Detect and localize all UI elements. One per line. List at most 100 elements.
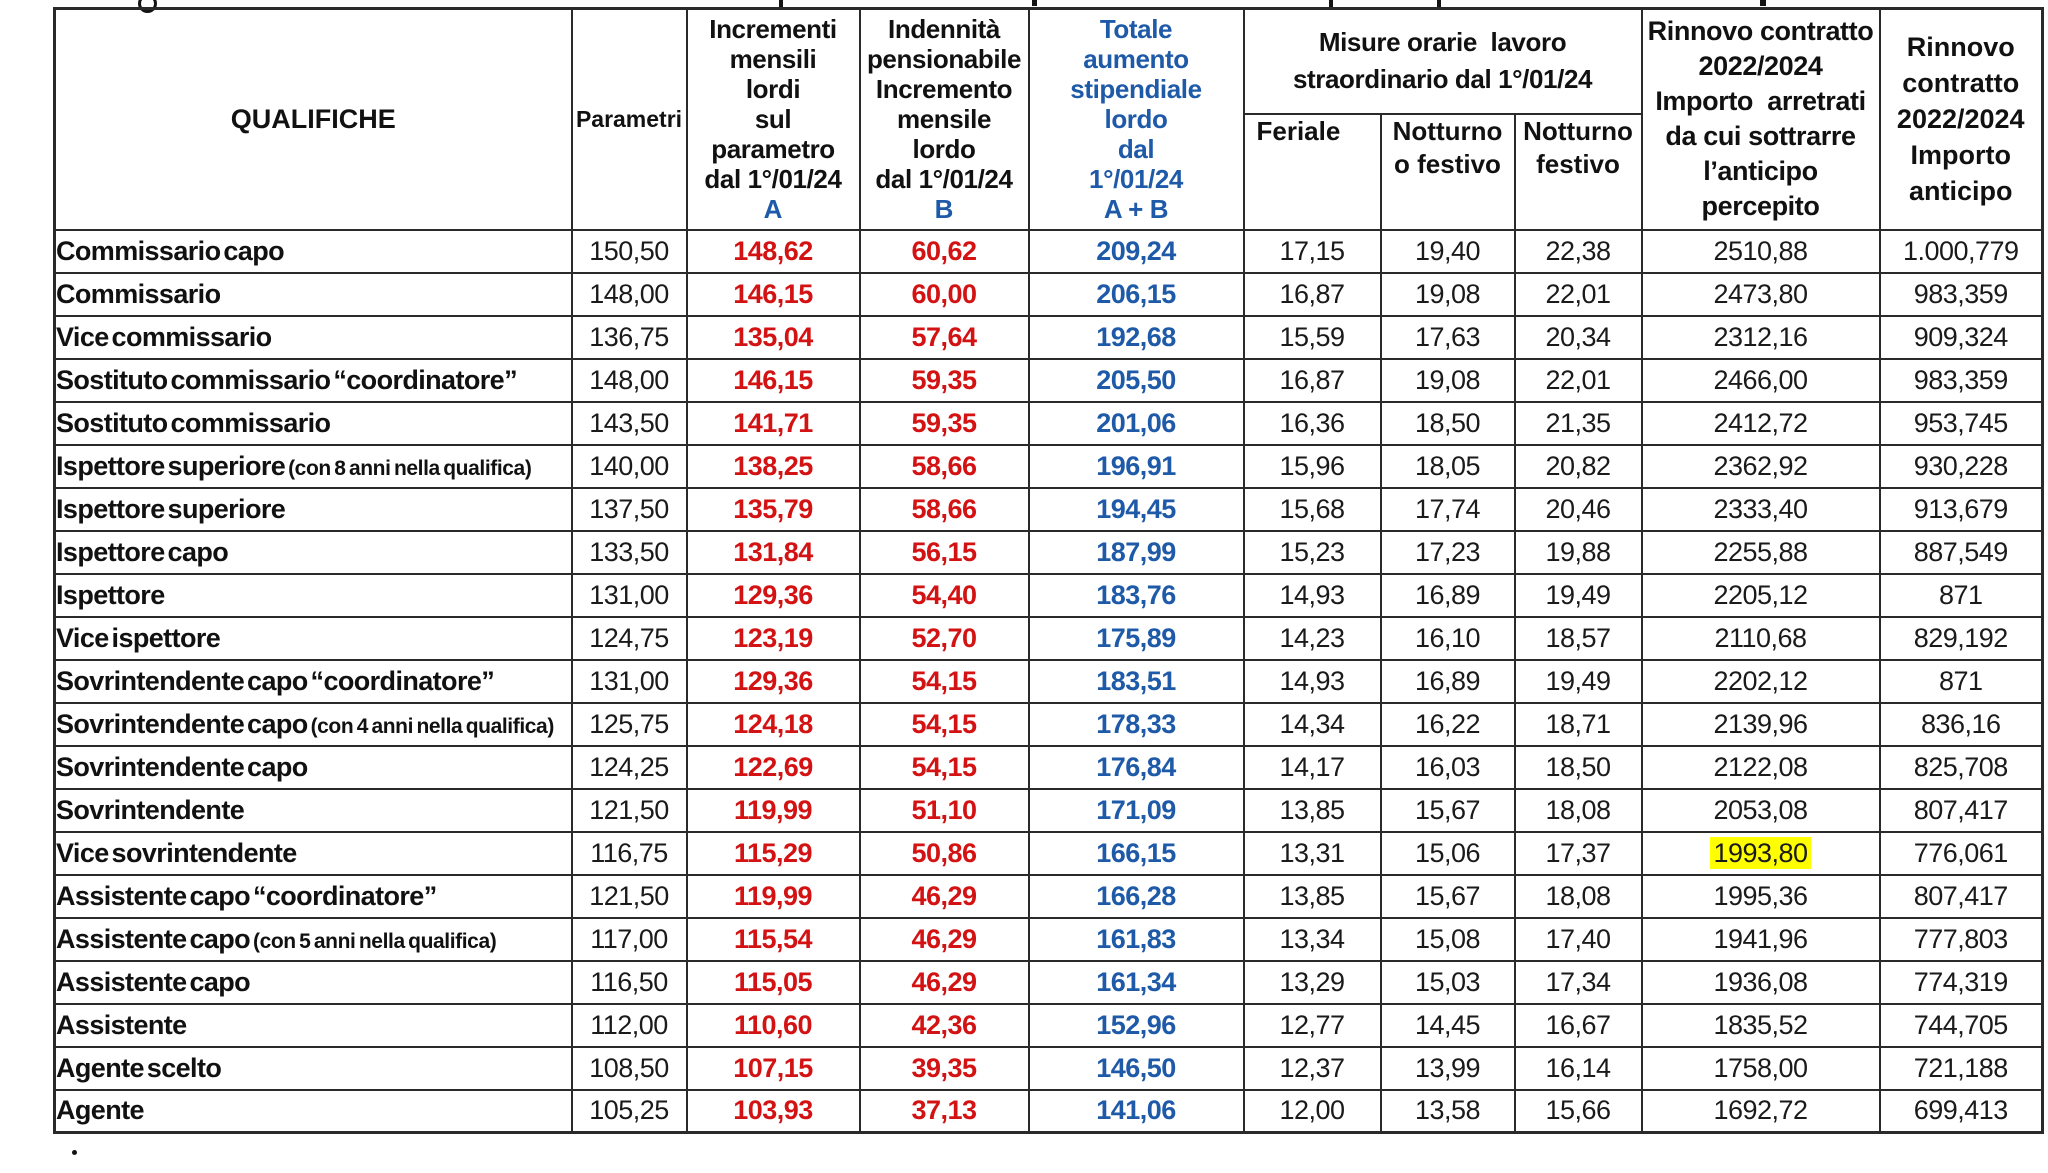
cell-totale-ab: 146,50 [1027,1045,1245,1091]
table-row: Sovrintendente capo “coordinatore” 131,00… [53,658,2044,704]
cell-arretrati: 2122,08 [1640,744,1881,790]
cell-anticipo: 825,708 [1878,744,2044,790]
qualifica-note: (con 8 anni nella qualifica) [288,456,532,480]
cell-totale-ab: 161,34 [1027,959,1245,1005]
table-header: QUALIFICHE Parametri Incrementi mensili … [53,7,2044,231]
cell-parametro: 148,00 [570,271,688,317]
cell-indennita-b: 50,86 [858,830,1030,876]
cell-feriale: 16,87 [1242,357,1382,403]
table-row: Sovrintendente 121,50 119,99 51,10 171,09 13,… [53,787,2044,833]
qualifica-note: (con 5 anni nella qualifica) [252,929,497,953]
cell-incremento-a: 103,93 [685,1088,861,1134]
cell-incremento-a: 131,84 [685,529,861,575]
cell-indennita-b: 54,15 [858,701,1030,747]
table-row: Assistente capo 116,50 115,05 46,29 161,34 13… [53,959,2044,1005]
cell-arretrati: 1835,52 [1640,1002,1881,1048]
qualifica-label: Assistente capo [56,966,251,997]
cell-indennita-b: 56,15 [858,529,1030,575]
cell-notturno-o-festivo: 16,89 [1379,658,1516,704]
cell-qualifica: Ispettore superiore [53,486,573,532]
cell-qualifica: Sovrintendente capo “coordinatore” [53,658,573,704]
header-parametri: Parametri [570,7,688,231]
cropped-title-fragment [779,0,783,7]
stray-period [72,1150,77,1155]
table-row: Ispettore superiore (con 8 anni nella qu… [53,443,2044,489]
cell-feriale: 13,31 [1242,830,1382,876]
cell-arretrati: 2473,80 [1640,271,1881,317]
cell-anticipo: 744,705 [1878,1002,2044,1048]
cell-incremento-a: 119,99 [685,787,861,833]
cell-totale-ab: 152,96 [1027,1002,1245,1048]
header-incrementi-text: Incrementi mensili lordi sul parametro d… [704,14,842,195]
cell-totale-ab: 196,91 [1027,443,1245,489]
cell-parametro: 121,50 [570,787,688,833]
cell-indennita-b: 42,36 [858,1002,1030,1048]
qualifica-label: Sovrintendente capo “coordinatore” [56,665,495,696]
cell-arretrati: 2466,00 [1640,357,1881,403]
header-incrementi: Incrementi mensili lordi sul parametro d… [685,7,861,231]
table-row: Sovrintendente capo 124,25 122,69 54,15 176,… [53,744,2044,790]
cell-feriale: 13,34 [1242,916,1382,962]
cell-notturno-festivo: 22,01 [1513,271,1643,317]
cell-parametro: 137,50 [570,486,688,532]
table-row: Assistente 112,00 110,60 42,36 152,96 12,77 14… [53,1002,2044,1048]
cell-notturno-o-festivo: 15,67 [1379,787,1516,833]
cell-notturno-o-festivo: 13,58 [1379,1088,1516,1134]
cell-arretrati: 2255,88 [1640,529,1881,575]
cell-notturno-festivo: 19,88 [1513,529,1643,575]
cell-feriale: 16,87 [1242,271,1382,317]
cell-totale-ab: 183,76 [1027,572,1245,618]
cell-notturno-festivo: 22,01 [1513,357,1643,403]
table-row: Vice ispettore 124,75 123,19 52,70 175,89 14,… [53,615,2044,661]
cell-indennita-b: 58,66 [858,486,1030,532]
cell-arretrati: 2139,96 [1640,701,1881,747]
cell-parametro: 124,25 [570,744,688,790]
cell-arretrati: 1692,72 [1640,1088,1881,1134]
cell-indennita-b: 60,62 [858,228,1030,274]
cell-anticipo: 776,061 [1878,830,2044,876]
cell-qualifica: Sostituto commissario “coordinatore” [53,357,573,403]
cell-notturno-o-festivo: 15,03 [1379,959,1516,1005]
qualifica-label: Sovrintendente capo [56,751,309,782]
table-row: Ispettore capo 133,50 131,84 56,15 187,99 15,… [53,529,2044,575]
cell-anticipo: 983,359 [1878,357,2044,403]
header-misure-orarie-group: Misure orarie lavoro straordinario dal 1… [1242,7,1643,115]
cell-notturno-o-festivo: 19,08 [1379,357,1516,403]
cell-notturno-festivo: 15,66 [1513,1088,1643,1134]
cell-notturno-o-festivo: 14,45 [1379,1002,1516,1048]
cell-parametro: 131,00 [570,658,688,704]
header-indennita-text: Indennità pensionabile Incremento mensil… [866,14,1022,195]
cell-parametro: 148,00 [570,357,688,403]
header-indennita: Indennità pensionabile Incremento mensil… [858,7,1030,231]
cell-notturno-festivo: 20,34 [1513,314,1643,360]
cell-feriale: 15,96 [1242,443,1382,489]
header-qualifiche: QUALIFICHE [53,7,573,231]
cell-arretrati: 1993,80 [1640,830,1881,876]
cell-anticipo: 829,192 [1878,615,2044,661]
cropped-title-fragment [1329,0,1333,7]
cell-feriale: 14,93 [1242,658,1382,704]
cell-feriale: 13,29 [1242,959,1382,1005]
cell-parametro: 140,00 [570,443,688,489]
cell-notturno-o-festivo: 16,22 [1379,701,1516,747]
cell-indennita-b: 39,35 [858,1045,1030,1091]
qualifica-label: Sostituto commissario [56,407,332,438]
cell-anticipo: 913,679 [1878,486,2044,532]
cell-arretrati: 1941,96 [1640,916,1881,962]
cell-qualifica: Vice sovrintendente [53,830,573,876]
cell-indennita-b: 54,15 [858,658,1030,704]
cell-notturno-festivo: 18,57 [1513,615,1643,661]
cell-feriale: 12,00 [1242,1088,1382,1134]
cell-qualifica: Assistente [53,1002,573,1048]
header-totale: Totale aumento stipendiale lordo dal 1°/… [1027,7,1245,231]
cell-totale-ab: 141,06 [1027,1088,1245,1134]
cell-incremento-a: 129,36 [685,572,861,618]
cell-notturno-o-festivo: 19,08 [1379,271,1516,317]
cell-qualifica: Sovrintendente [53,787,573,833]
cell-anticipo: 953,745 [1878,400,2044,446]
table-row: Sostituto commissario 143,50 141,71 59,35 20… [53,400,2044,446]
cell-anticipo: 871 [1878,658,2044,704]
cell-incremento-a: 135,79 [685,486,861,532]
header-notturno-o-festivo-text: Notturno o festivo [1392,115,1503,179]
